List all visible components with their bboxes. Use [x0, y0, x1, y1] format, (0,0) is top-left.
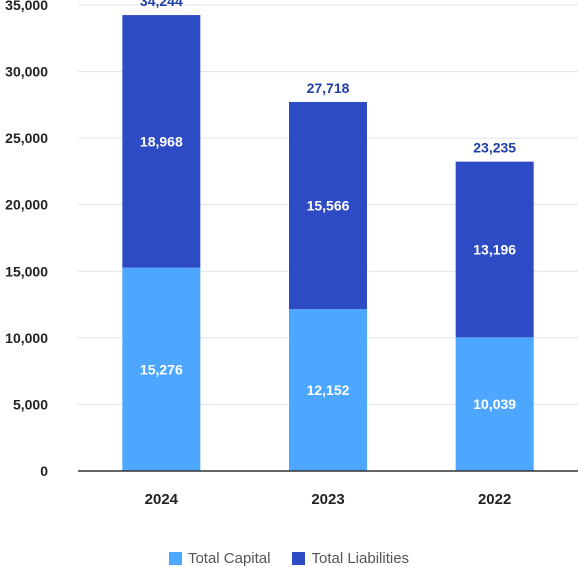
bar-segment-capital-2024: [122, 267, 201, 471]
y-tick-label: 15,000: [5, 263, 48, 279]
bar-segment-liabilities-2022: [455, 161, 534, 338]
total-label: 34,244: [140, 0, 183, 9]
bar-segment-liabilities-2023: [289, 101, 367, 310]
bar-segment-liabilities-2024: [122, 15, 201, 268]
y-tick-label: 20,000: [5, 197, 48, 213]
legend-swatch-liabilities: [292, 552, 306, 565]
y-tick-label: 0: [40, 463, 48, 479]
data-label-capital: 15,276: [140, 361, 183, 377]
x-category-label: 2022: [478, 491, 511, 508]
total-label: 23,235: [473, 140, 516, 156]
legend-label-liabilities: Total Liabilities: [311, 550, 410, 567]
y-tick-label: 30,000: [5, 64, 48, 80]
x-category-label: 2024: [145, 491, 179, 508]
legend-label-capital: Total Capital: [187, 550, 271, 567]
legend-swatch-capital: [168, 552, 182, 565]
y-tick-label: 5,000: [13, 396, 48, 412]
legend-item-capital: Total Capital: [168, 550, 271, 567]
data-label-capital: 10,039: [473, 396, 516, 412]
y-tick-label: 25,000: [5, 130, 48, 146]
data-label-capital: 12,152: [307, 382, 350, 398]
x-category-label: 2023: [311, 491, 344, 508]
y-tick-label: 10,000: [5, 330, 48, 346]
bar-segment-capital-2023: [289, 309, 367, 471]
data-label-liabilities: 15,566: [307, 198, 350, 214]
stacked-bar-chart: 0 5,000 10,000 15,000 20,000 25,000 30,000 35,0…: [5, 0, 578, 508]
y-tick-label: 35,000: [5, 0, 48, 13]
data-label-liabilities: 13,196: [473, 241, 516, 257]
bar-segment-capital-2022: [455, 337, 534, 471]
total-label: 27,718: [307, 80, 350, 96]
legend: Total Capital Total Liabilities: [0, 550, 578, 567]
legend-item-liabilities: Total Liabilities: [292, 550, 409, 567]
data-label-liabilities: 18,968: [140, 133, 183, 149]
